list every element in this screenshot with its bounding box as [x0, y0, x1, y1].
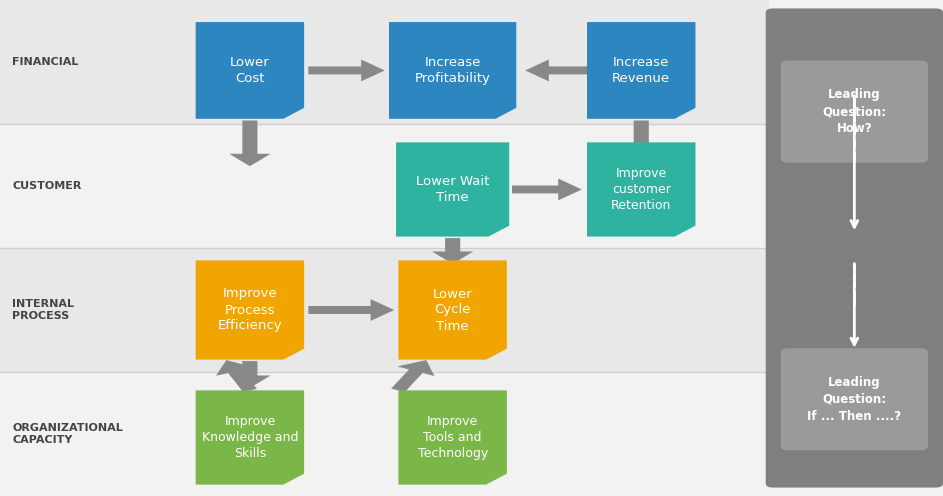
Text: Increase
Revenue: Increase Revenue	[612, 56, 670, 85]
Text: Improve
Knowledge and
Skills: Improve Knowledge and Skills	[202, 415, 298, 460]
Text: Improve
Tools and
Technology: Improve Tools and Technology	[418, 415, 488, 460]
Polygon shape	[196, 260, 305, 360]
Polygon shape	[432, 238, 473, 264]
Polygon shape	[587, 22, 696, 119]
Polygon shape	[196, 22, 305, 119]
Polygon shape	[389, 22, 517, 119]
Polygon shape	[308, 60, 385, 81]
Polygon shape	[196, 390, 305, 485]
Polygon shape	[396, 142, 509, 237]
Polygon shape	[398, 260, 507, 360]
FancyBboxPatch shape	[781, 348, 928, 450]
Polygon shape	[216, 360, 256, 392]
Polygon shape	[391, 360, 435, 392]
Polygon shape	[525, 60, 587, 81]
Text: CUSTOMER: CUSTOMER	[12, 181, 82, 191]
FancyBboxPatch shape	[0, 124, 769, 248]
Polygon shape	[512, 179, 582, 200]
Text: Lower Wait
Time: Lower Wait Time	[416, 175, 489, 204]
Text: Lower
Cost: Lower Cost	[230, 56, 270, 85]
Text: Leading
Question:
If ... Then ....?: Leading Question: If ... Then ....?	[807, 376, 902, 423]
Text: Lower
Cycle
Time: Lower Cycle Time	[433, 288, 472, 332]
Text: Leading
Question:
How?: Leading Question: How?	[822, 88, 886, 135]
FancyBboxPatch shape	[0, 0, 769, 124]
FancyBboxPatch shape	[781, 61, 928, 163]
Text: ORGANIZATIONAL
CAPACITY: ORGANIZATIONAL CAPACITY	[12, 423, 123, 445]
Text: Improve
Process
Efficiency: Improve Process Efficiency	[218, 288, 282, 332]
Polygon shape	[229, 361, 271, 388]
Polygon shape	[587, 142, 696, 237]
Text: FINANCIAL: FINANCIAL	[12, 57, 78, 67]
FancyBboxPatch shape	[0, 248, 769, 372]
Polygon shape	[308, 299, 394, 321]
Text: Improve
customer
Retention: Improve customer Retention	[611, 167, 671, 212]
Polygon shape	[229, 121, 271, 166]
Polygon shape	[620, 121, 662, 166]
FancyBboxPatch shape	[0, 372, 769, 496]
Text: Increase
Profitability: Increase Profitability	[415, 56, 490, 85]
FancyBboxPatch shape	[766, 8, 943, 488]
Text: INTERNAL
PROCESS: INTERNAL PROCESS	[12, 299, 74, 321]
Polygon shape	[398, 390, 507, 485]
